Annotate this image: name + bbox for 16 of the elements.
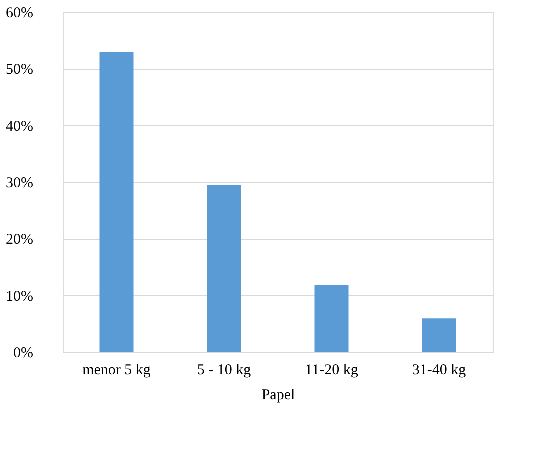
x-tick-label: 11-20 kg bbox=[305, 362, 359, 378]
y-tick-label: 20% bbox=[6, 232, 34, 248]
bar bbox=[314, 285, 349, 352]
bar bbox=[207, 185, 242, 352]
y-tick-label: 40% bbox=[6, 118, 34, 135]
x-axis-title: Papel bbox=[262, 388, 296, 404]
x-tick-label: 31-40 kg bbox=[412, 362, 467, 378]
y-tick-label: 30% bbox=[6, 176, 34, 192]
x-tick-label: 5 - 10 kg bbox=[197, 362, 252, 378]
y-tick-label: 0% bbox=[14, 346, 34, 362]
y-tick-label: 50% bbox=[6, 62, 34, 78]
x-tick-label: menor 5 kg bbox=[82, 362, 152, 378]
bar bbox=[100, 52, 134, 352]
y-tick-label: 60% bbox=[6, 6, 34, 22]
bar bbox=[422, 318, 456, 352]
y-tick-label: 10% bbox=[6, 288, 34, 305]
